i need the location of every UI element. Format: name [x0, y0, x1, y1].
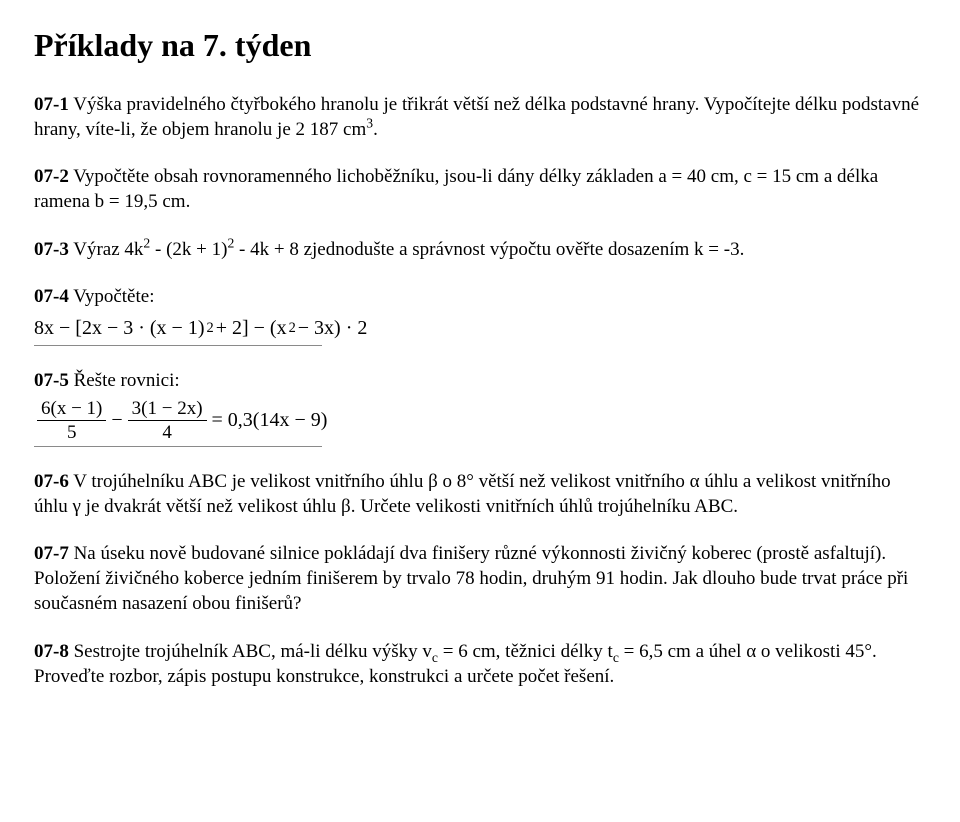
formula-part: 8x − [2x − 3 · (x − 1): [34, 315, 204, 341]
problem-text: Řešte rovnici:: [69, 370, 180, 391]
fraction: 3(1 − 2x) 4: [128, 399, 207, 442]
fraction-denominator: 5: [37, 421, 106, 442]
problem-07-2: 07-2 Vypočtěte obsah rovnoramenného lich…: [34, 164, 926, 214]
formula-07-5: 6(x − 1) 5 − 3(1 − 2x) 4 = 0,3(14x − 9): [34, 399, 926, 442]
problem-text: Výška pravidelného čtyřbokého hranolu je…: [34, 94, 919, 140]
problem-text-mid: = 6 cm, těžnici délky t: [438, 641, 613, 662]
problem-07-8: 07-8 Sestrojte trojúhelník ABC, má-li dé…: [34, 639, 926, 689]
divider: [34, 446, 322, 447]
page-title: Příklady na 7. týden: [34, 24, 926, 66]
problem-text: Vypočtěte:: [69, 286, 155, 307]
fraction-numerator: 3(1 − 2x): [128, 399, 207, 421]
formula-part: + 2] − (x: [216, 315, 287, 341]
fraction-numerator: 6(x − 1): [37, 399, 106, 421]
problem-label: 07-8: [34, 641, 69, 662]
problem-07-3: 07-3 Výraz 4k2 - (2k + 1)2 - 4k + 8 zjed…: [34, 237, 926, 262]
problem-label: 07-1: [34, 94, 69, 115]
problem-07-1: 07-1 Výška pravidelného čtyřbokého hrano…: [34, 92, 926, 142]
fraction: 6(x − 1) 5: [37, 399, 106, 442]
problem-text-post: - 4k + 8 zjednodušte a správnost výpočtu…: [234, 239, 744, 260]
problem-text: Na úseku nově budované silnice pokládají…: [34, 543, 908, 614]
problem-label: 07-6: [34, 471, 69, 492]
formula-minus: −: [111, 407, 122, 433]
problem-label: 07-7: [34, 543, 69, 564]
problem-07-7: 07-7 Na úseku nově budované silnice pokl…: [34, 541, 926, 616]
problem-label: 07-2: [34, 166, 69, 187]
problem-text: Vypočtěte obsah rovnoramenného lichoběžn…: [34, 166, 878, 212]
divider: [34, 345, 322, 346]
problem-text-pre: Sestrojte trojúhelník ABC, má-li délku v…: [69, 641, 432, 662]
problem-label: 07-4: [34, 286, 69, 307]
problem-label: 07-3: [34, 239, 69, 260]
formula-rhs: = 0,3(14x − 9): [212, 407, 328, 433]
problem-text-pre: Výraz 4k: [69, 239, 144, 260]
fraction-denominator: 4: [128, 421, 207, 442]
problem-07-4: 07-4 Vypočtěte: 8x − [2x − 3 · (x − 1)2 …: [34, 284, 926, 346]
problem-text: V trojúhelníku ABC je velikost vnitřního…: [34, 471, 891, 517]
formula-07-4: 8x − [2x − 3 · (x − 1)2 + 2] − (x2 − 3x)…: [34, 315, 926, 341]
problem-label: 07-5: [34, 370, 69, 391]
problem-07-5: 07-5 Řešte rovnici: 6(x − 1) 5 − 3(1 − 2…: [34, 368, 926, 447]
problem-07-6: 07-6 V trojúhelníku ABC je velikost vnit…: [34, 469, 926, 519]
problem-text-end: .: [373, 119, 378, 140]
problem-text-mid: - (2k + 1): [150, 239, 227, 260]
formula-part: − 3x) · 2: [298, 315, 368, 341]
